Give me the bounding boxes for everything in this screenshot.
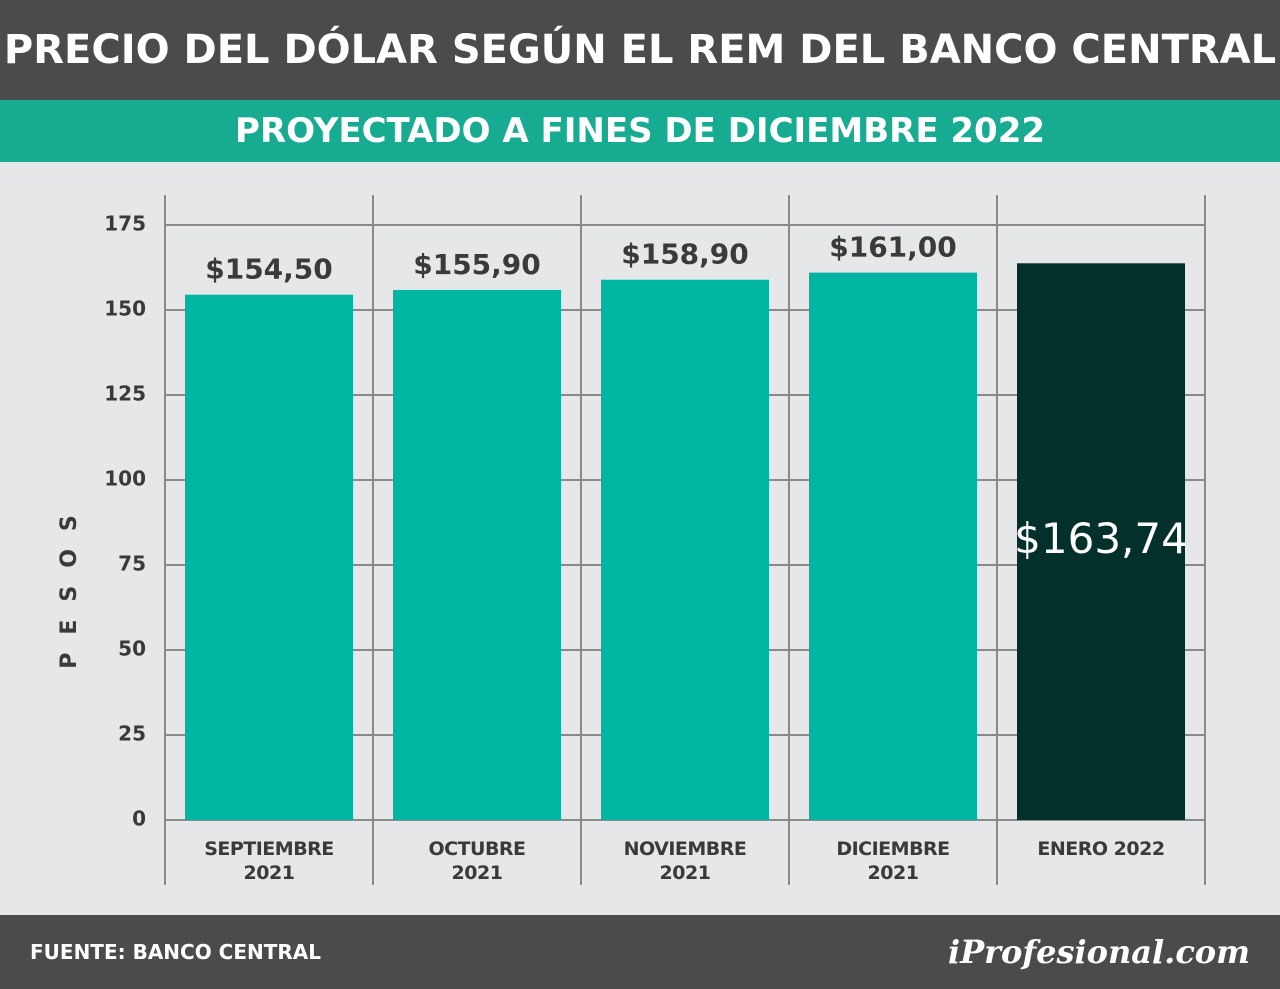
value-label: $161,00 — [829, 231, 957, 264]
x-tick-label: NOVIEMBRE 2021 — [623, 838, 747, 884]
y-tick-label: 100 — [104, 467, 146, 491]
footer: FUENTE: BANCO CENTRAL iProfesional.com — [0, 915, 1280, 989]
chart: PESOS 0 25 50 75 100 125 150 175 $154,50 $155,90 $… — [57, 195, 1206, 885]
bar — [809, 272, 977, 821]
bar — [601, 279, 769, 820]
value-label: $155,90 — [413, 248, 541, 281]
source: FUENTE: BANCO CENTRAL — [30, 940, 322, 964]
y-tick-label: 0 — [132, 807, 146, 831]
x-tick-label: OCTUBRE 2021 — [428, 838, 526, 884]
subtitle: PROYECTADO A FINES DE DICIEMBRE 2022 — [0, 100, 1280, 162]
bar — [185, 294, 353, 820]
value-label: $163,74 — [1014, 514, 1188, 563]
y-tick-label: 75 — [118, 552, 146, 576]
x-tick-label: SEPTIEMBRE 2021 — [204, 838, 334, 884]
value-label: $158,90 — [621, 238, 749, 271]
brand: iProfesional.com — [947, 933, 1250, 971]
title: PRECIO DEL DÓLAR SEGÚN EL REM DEL BANCO … — [0, 0, 1280, 100]
y-tick-label: 25 — [118, 722, 146, 746]
y-tick-label: 150 — [104, 297, 146, 321]
y-tick-label: 50 — [118, 637, 146, 661]
y-tick-label: 125 — [104, 382, 146, 406]
x-tick-label: ENERO 2022 — [1037, 838, 1165, 860]
value-label: $154,50 — [205, 253, 333, 286]
bar — [393, 289, 561, 820]
y-tick-label: 175 — [104, 212, 146, 236]
bar — [1017, 263, 1185, 820]
x-tick-label: DICIEMBRE 2021 — [836, 838, 950, 884]
y-axis-label: PESOS — [57, 497, 82, 669]
